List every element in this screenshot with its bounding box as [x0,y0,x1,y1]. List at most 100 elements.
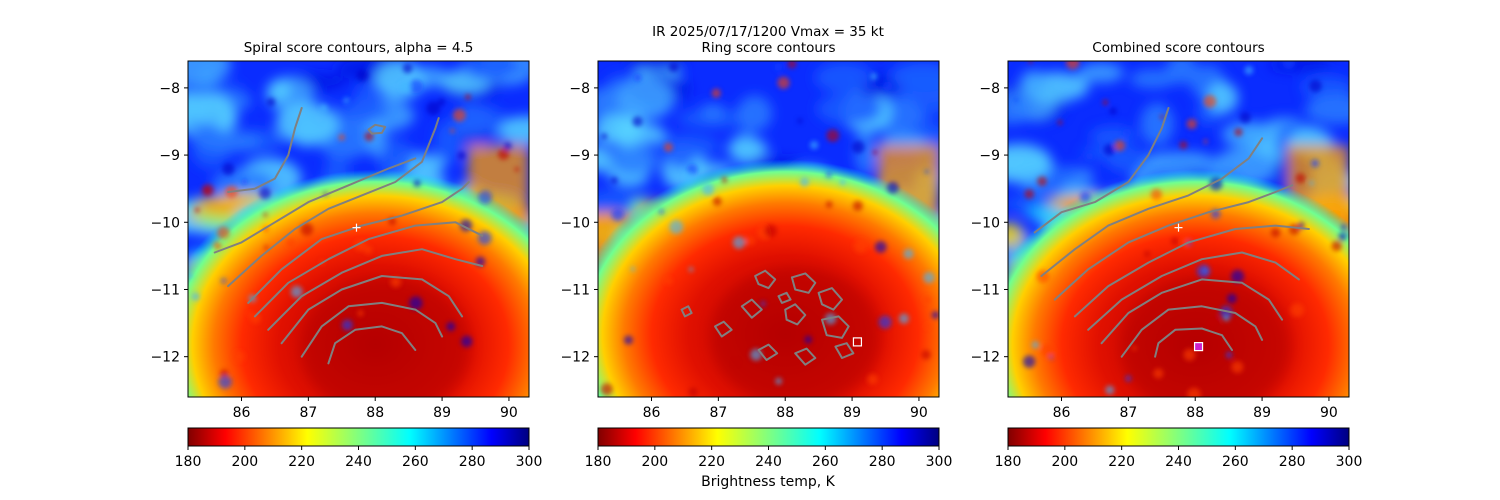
y-tick-label: −8 [159,81,180,97]
colorbar-gradient [187,427,530,447]
x-tick-label: 90 [910,405,928,421]
contour-line [247,181,470,304]
colorbar-tick-label: 260 [402,454,429,470]
contour-line [1087,251,1300,331]
contour-line [1073,224,1310,318]
y-tick-label: −10 [560,215,590,231]
plot-frame [187,60,530,398]
plot-frame [597,60,940,398]
colorbar-tick-label: 180 [995,454,1022,470]
colorbar-tick-label: 280 [459,454,486,470]
contour-line [1033,107,1170,234]
colorbar-tick-label: 240 [755,454,782,470]
colorbar-gradient [1007,427,1350,447]
contour-line [280,275,464,345]
y-axis: −8 −9 −10 −11 −12 [150,81,188,366]
contour-line [327,325,417,365]
x-tick-label: 88 [366,405,384,421]
colorbar-gradient [597,427,940,447]
x-tick-label: 88 [776,405,794,421]
contour-line [1120,305,1264,358]
x-tick-label: 86 [233,405,251,421]
contour-line [213,157,417,254]
contour-line [794,347,817,366]
figure-suptitle: IR 2025/07/17/1200 Vmax = 35 kt [652,24,884,40]
y-tick-label: −8 [979,81,1000,97]
contour-line [1053,184,1294,301]
colorbar-tick-label: 240 [1165,454,1192,470]
y-tick-label: −8 [569,81,590,97]
contour-line [253,221,484,318]
center-square-marker [852,337,863,347]
contour-line [790,272,817,294]
colorbar-tick-label: 300 [516,454,543,470]
contour-line [777,291,792,304]
x-tick-label: 89 [843,405,861,421]
x-tick-label: 90 [500,405,518,421]
x-tick-label: 88 [1186,405,1204,421]
colorbar-tick-label: 300 [926,454,953,470]
y-tick-label: −12 [970,350,1000,366]
y-tick-label: −10 [150,215,180,231]
contour-line [367,123,387,135]
plot-frame [1007,60,1350,398]
heatmap-image [1008,61,1349,397]
colorbar-tick-label: 220 [698,454,725,470]
colorbar-tick-label: 200 [231,454,258,470]
y-tick-label: −11 [560,282,590,298]
contour-line [227,117,440,288]
contour-line [227,107,303,193]
x-tick-label: 90 [1320,405,1338,421]
colorbar-tick-label: 240 [345,454,372,470]
x-tick-label: 86 [1053,405,1071,421]
contour-line [1100,278,1284,345]
x-axis: 86 87 88 89 90 [643,397,928,421]
x-axis: 86 87 88 89 90 [1053,397,1338,421]
y-tick-label: −9 [159,148,180,164]
y-tick-label: −10 [970,215,1000,231]
panel-title: Spiral score contours, alpha = 4.5 [244,40,474,56]
y-tick-label: −11 [150,282,180,298]
y-tick-label: −12 [150,350,180,366]
x-tick-label: 89 [433,405,451,421]
heatmap-image [598,61,939,397]
contour-line [680,305,693,318]
center-plus-marker [352,223,361,232]
y-tick-label: −11 [970,282,1000,298]
contour-line [1040,137,1264,277]
x-axis: 86 87 88 89 90 [233,397,518,421]
contour-line [754,269,777,290]
center-square-marker [1193,342,1204,352]
center-plus-marker [1174,223,1183,232]
contour-lines [1033,107,1310,358]
colorbar-tick-label: 260 [1222,454,1249,470]
colorbar: 180 200 220 240 260 280 300 [995,427,1362,470]
colorbar-tick-label: 180 [175,454,202,470]
x-tick-label: 86 [643,405,661,421]
colorbar: 180 200 220 240 260 280 300 [175,427,543,470]
contour-lines [680,269,855,366]
y-axis: −8 −9 −10 −11 −12 [560,81,598,366]
panel-1: Spiral score contours, alpha = 4.5 86 87 88… [150,40,543,470]
contour-line [834,342,855,359]
contour-line [1154,327,1233,358]
colorbar-tick-label: 220 [1108,454,1135,470]
y-axis: −8 −9 −10 −11 −12 [970,81,1008,366]
contour-line [300,301,444,358]
x-tick-label: 89 [1253,405,1271,421]
colorbar-tick-label: 260 [812,454,839,470]
colorbar-tick-label: 200 [1051,454,1078,470]
contour-line [784,303,807,326]
colorbar-tick-label: 280 [869,454,896,470]
x-tick-label: 87 [709,405,727,421]
colorbar-tick-label: 220 [288,454,315,470]
y-tick-label: −9 [569,148,590,164]
y-tick-label: −9 [979,148,1000,164]
contour-line [821,315,850,339]
colorbar-label: Brightness temp, K [701,474,836,490]
contour-line [267,248,484,331]
panel-3: Combined score contours 86 87 88 89 90 −8 −9 −10… [970,40,1362,470]
colorbar-tick-label: 280 [1279,454,1306,470]
